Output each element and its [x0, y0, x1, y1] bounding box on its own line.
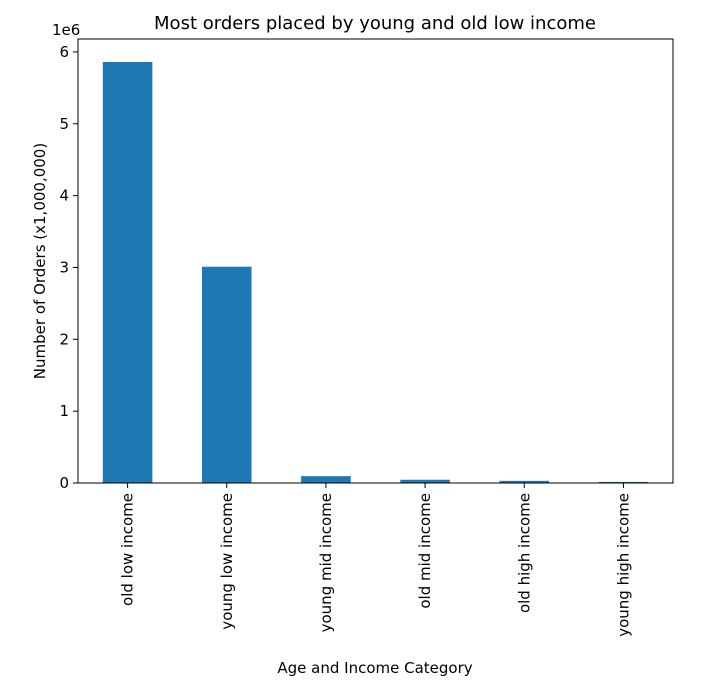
plot-frame — [77, 38, 674, 484]
x-tick-label: old high income — [515, 493, 533, 613]
bar — [201, 266, 252, 483]
y-axis-offset-label: 1e6 — [52, 21, 80, 39]
y-tick-label: 1 — [59, 402, 69, 420]
y-tick-label: 2 — [59, 330, 69, 348]
y-axis-ticks: 0 1 2 3 4 5 6 — [59, 43, 78, 492]
x-tick-label: young mid income — [317, 493, 335, 632]
y-tick-label: 6 — [59, 43, 69, 61]
x-axis-ticks: old low income young low income young mid … — [119, 483, 632, 637]
x-tick-label: old mid income — [416, 493, 434, 609]
y-tick-label: 5 — [59, 115, 69, 133]
x-tick-label: young low income — [218, 493, 236, 630]
y-tick-label: 4 — [59, 187, 69, 205]
bars-group — [102, 61, 649, 483]
bar — [301, 476, 351, 483]
y-tick-label: 3 — [59, 258, 69, 276]
bar — [598, 481, 649, 483]
chart-title: Most orders placed by young and old low … — [154, 13, 596, 34]
x-axis-label: Age and Income Category — [277, 659, 472, 677]
y-tick-label: 0 — [59, 474, 69, 492]
bar — [499, 480, 550, 483]
y-axis-label: Number of Orders (x1,000,000) — [31, 143, 49, 379]
bar — [102, 61, 153, 483]
bar — [400, 479, 450, 483]
x-tick-label: old low income — [119, 493, 137, 606]
x-tick-label: young high income — [614, 493, 632, 637]
